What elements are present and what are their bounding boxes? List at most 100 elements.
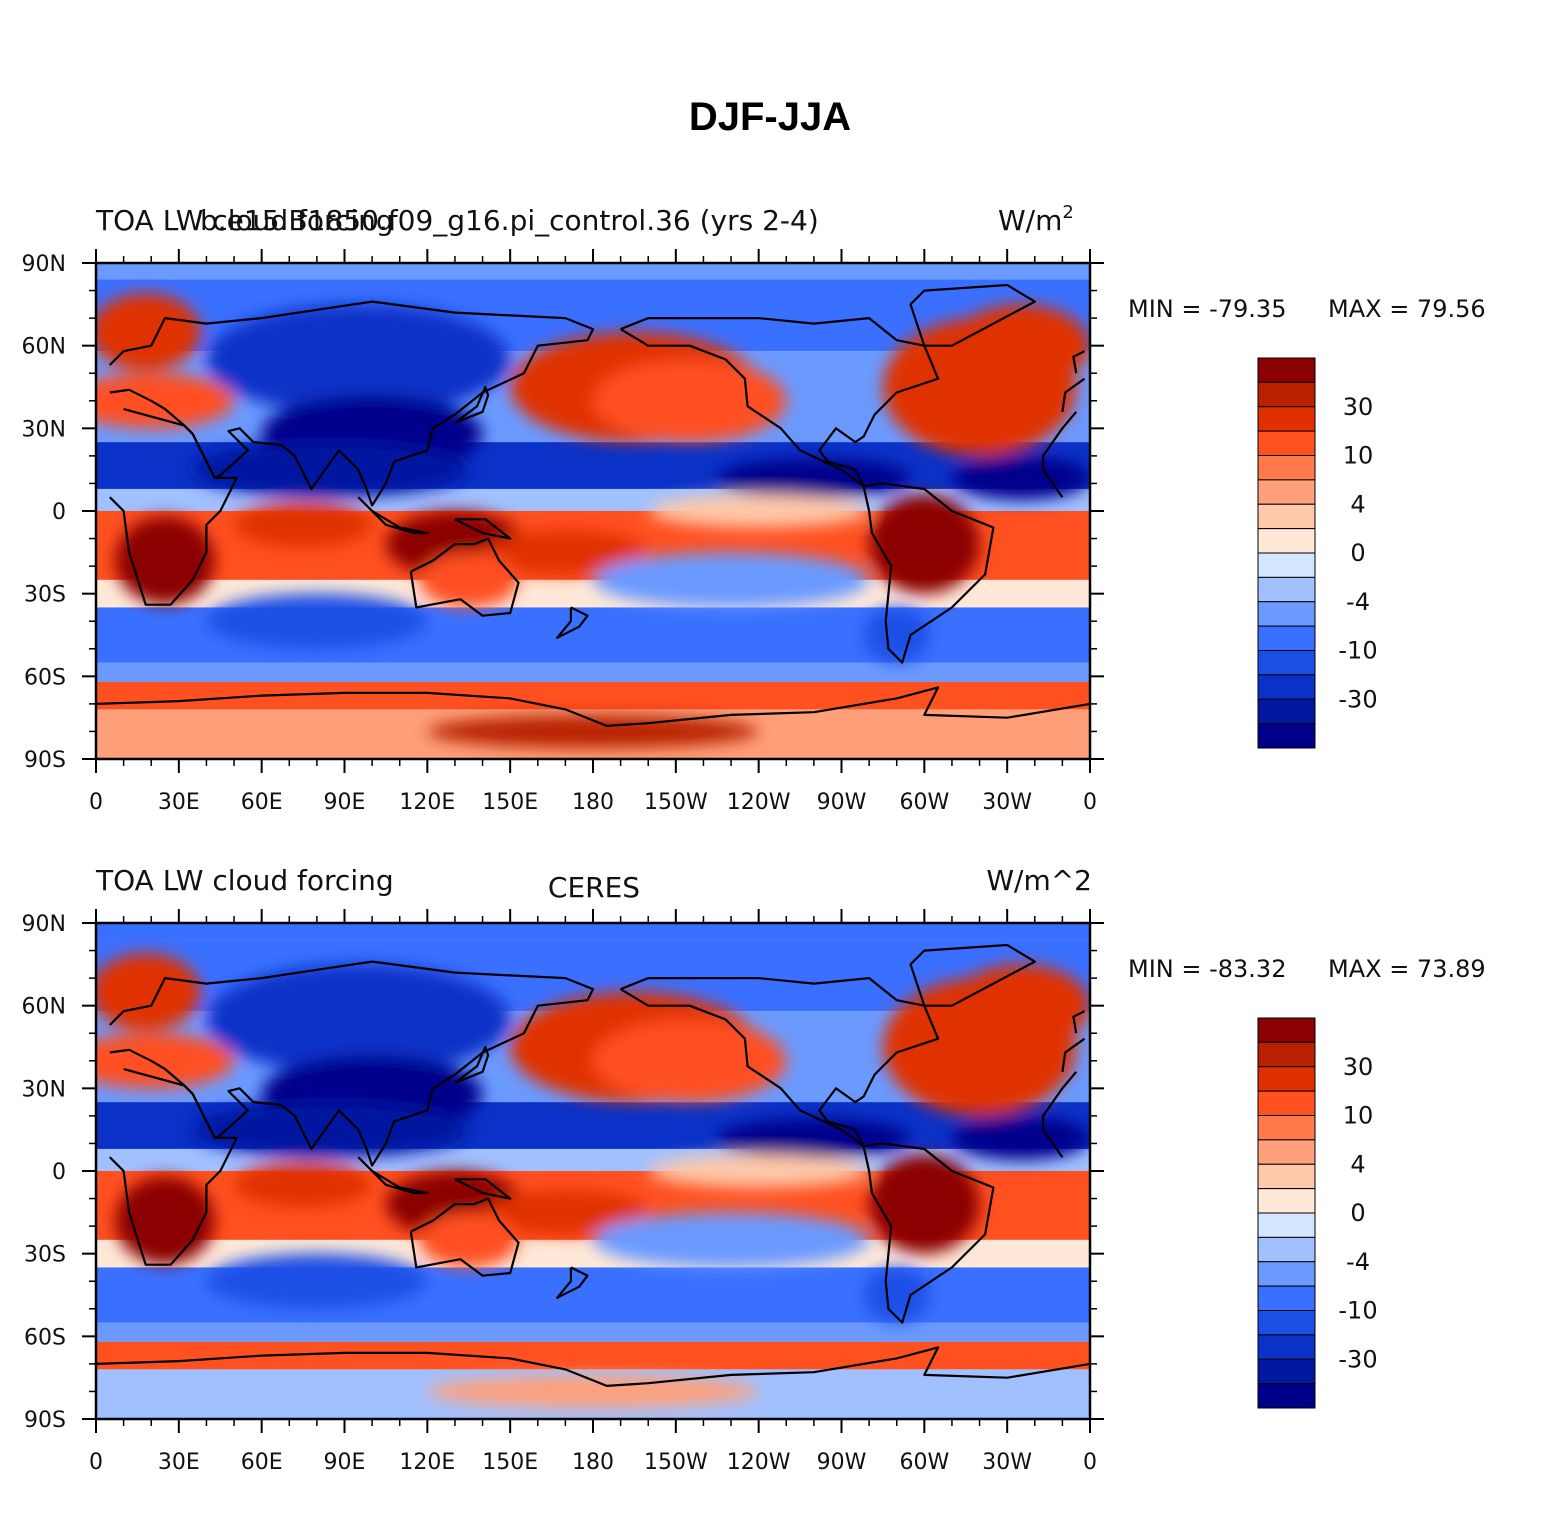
field-blob [593,1212,870,1268]
coastline [620,977,940,1148]
colorbar-segment [1257,1066,1316,1092]
coastline [409,537,520,617]
colorbar-segment [1257,357,1316,383]
coastline [357,496,429,535]
colorbar-label: 30 [1343,393,1374,421]
x-tick-label: 0 [1083,790,1097,815]
y-tick-label: 30S [24,583,66,608]
colorbar-segment [1257,1041,1316,1068]
field-blob [863,1267,930,1323]
y-tick-label: 90N [22,252,66,277]
colorbar-segment [1257,1188,1316,1214]
colorbar-label: 4 [1350,490,1365,518]
field-blob [593,1019,787,1103]
field-blob [192,442,469,498]
colorbar-segment [1257,1212,1316,1238]
x-tick-label: 150E [482,790,538,815]
field-detail [96,953,1090,1408]
coastlines [96,283,1090,727]
field-band [96,1322,1090,1342]
field-blob [869,494,980,594]
x-tick-label: 90E [324,790,366,815]
x-tick-label: 60E [241,1450,283,1475]
x-tick-label: 90E [324,1450,366,1475]
colorbar-segment [1257,479,1316,505]
coastline [556,606,589,639]
panel-left-title: TOA LW cloud forcing [95,204,394,237]
x-tick-label: 30E [158,1450,200,1475]
field-blob [206,593,428,649]
colorbar-segment [1257,601,1316,627]
coastline [454,1045,490,1084]
field-blob [648,494,870,528]
field-blob [593,359,787,443]
coastline [556,1266,589,1299]
colorbar-segment [1257,1358,1316,1385]
colorbar-segment [1257,625,1316,651]
field-blob [717,1118,911,1158]
y-tick-label: 60S [24,665,66,690]
field-map [96,263,1090,759]
y-tick-label: 60N [22,335,66,360]
panel-center-title: CERES [548,871,640,904]
coastline [454,518,512,540]
field-blob [863,607,930,663]
colorbar-segment [1257,698,1316,725]
colorbar-label: -4 [1346,1248,1370,1276]
coastline [862,1142,995,1324]
min-label: MIN = -83.32 [1128,955,1286,983]
colorbar-segment [1257,430,1316,456]
field-blob [951,964,1090,1047]
colorbar-label: 30 [1343,1053,1374,1081]
x-tick-label: 120W [727,1450,791,1475]
colorbar-segment [1257,552,1316,578]
field-blob [96,293,201,371]
coastline [96,686,1090,727]
y-tick-label: 90N [22,912,66,937]
colorbar-label: -30 [1338,685,1377,713]
y-tick-label: 60N [22,995,66,1020]
y-tick-label: 0 [52,500,66,525]
coastline [454,1178,512,1200]
coastline [409,1197,520,1277]
field-blob [951,1115,1090,1160]
x-tick-label: 90W [817,790,867,815]
colorbar-segment [1257,455,1316,481]
map-panel-model: TOA LW cloud forcing b.e15.B1850.f09_g16… [22,202,1486,815]
field-blob [593,552,870,608]
axis-ticks: 0 30E 60E 90E 120E 150E 180 150W 120W 90W 60W 30W 09… [22,249,1104,815]
panel-units: W/m^2 [986,864,1092,897]
colorbar-segment [1257,1236,1316,1263]
y-tick-label: 0 [52,1160,66,1185]
field-band [96,923,1090,940]
x-tick-label: 150W [644,790,708,815]
x-tick-label: 120W [727,790,791,815]
figure-title: DJF-JJA [689,95,851,139]
colorbar: 30 10 4 0 -4 -10 -30 [1257,1017,1378,1409]
colorbar-label: -4 [1346,588,1370,616]
field-blob [115,516,215,605]
x-tick-label: 0 [1083,1450,1097,1475]
y-tick-label: 90S [24,748,66,773]
colorbar-label: 0 [1350,539,1365,567]
y-tick-label: 90S [24,1408,66,1433]
field-blob [427,714,759,748]
colorbar-segment [1257,1090,1316,1116]
field-map [96,923,1090,1419]
field-blob [115,1176,215,1265]
x-tick-label: 60W [899,1450,949,1475]
x-tick-label: 120E [399,790,455,815]
field-blob [419,1212,519,1268]
coastline [96,1346,1090,1387]
x-tick-label: 30W [982,1450,1032,1475]
coastline [1072,1010,1085,1034]
colorbar-segment [1257,381,1316,408]
axis-ticks: 0 30E 60E 90E 120E 150E 180 150W 120W 90W 60W 30W 09… [22,909,1104,1475]
field-band [96,263,1090,280]
colorbar-segment [1257,1285,1316,1311]
field-blob [206,964,511,1075]
field-blob [234,1162,373,1207]
coastline [109,300,1086,507]
y-tick-label: 30N [22,417,66,442]
